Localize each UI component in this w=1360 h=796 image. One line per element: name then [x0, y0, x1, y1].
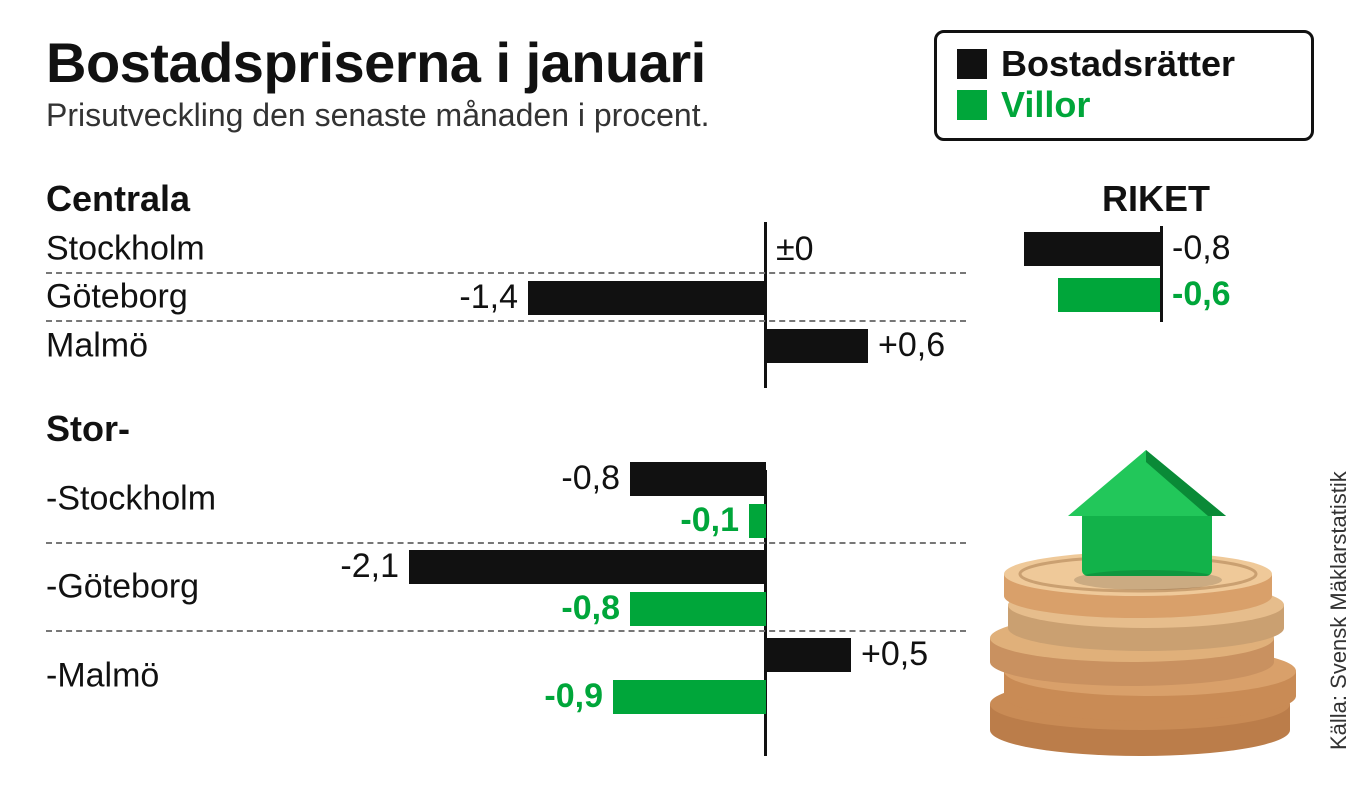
bar-value-label: -0,8	[561, 459, 620, 498]
row-bars: -1,4	[46, 274, 966, 320]
section-title: Centrala	[46, 178, 966, 220]
riket-value-label: -0,8	[1172, 229, 1231, 268]
chart-row: -Göteborg-2,1-0,8	[46, 544, 966, 632]
legend-label-bostadsratter: Bostadsrätter	[1001, 43, 1235, 84]
page-subtitle: Prisutveckling den senaste månaden i pro…	[46, 97, 710, 134]
row-bars: -2,1 -0,8	[46, 544, 966, 630]
chart-row: -Stockholm-0,8-0,1	[46, 456, 966, 544]
bar-value-label: +0,5	[861, 635, 928, 674]
riket-title: RIKET	[1000, 178, 1310, 220]
legend-swatch-bostadsratter	[957, 49, 987, 79]
bar-value-label: -2,1	[340, 547, 399, 586]
bar-chart: Centrala Stockholm±0Göteborg-1,4Malmö+0,6…	[46, 178, 966, 720]
header: Bostadspriserna i januari Prisutveckling…	[46, 30, 710, 134]
row-bars: ±0	[46, 226, 966, 272]
legend-item: Villor	[957, 84, 1287, 125]
bar-value-label: -0,8	[561, 589, 620, 628]
bar	[766, 329, 868, 363]
legend-box: Bostadsrätter Villor	[934, 30, 1314, 141]
bar	[630, 592, 766, 626]
bar	[766, 638, 851, 672]
bar-value-label: +0,6	[878, 326, 945, 365]
riket-bar	[1058, 278, 1160, 312]
bar	[528, 281, 766, 315]
bar-value-label: ±0	[776, 230, 814, 269]
legend-item: Bostadsrätter	[957, 43, 1287, 84]
chart-row: Malmö+0,6	[46, 322, 966, 370]
legend-swatch-villor	[957, 90, 987, 120]
chart-row: Stockholm±0	[46, 226, 966, 274]
row-bars: +0,6	[46, 322, 966, 370]
bar	[613, 680, 766, 714]
riket-bar	[1024, 232, 1160, 266]
bar	[409, 550, 766, 584]
riket-value-label: -0,6	[1172, 275, 1231, 314]
row-bars: +0,5 -0,9	[46, 632, 966, 720]
bar-value-label: -0,9	[544, 677, 603, 716]
riket-panel: RIKET -0,8 -0,6	[1000, 178, 1310, 324]
bar	[749, 504, 766, 538]
bar-value-label: -1,4	[459, 278, 518, 317]
page-title: Bostadspriserna i januari	[46, 30, 710, 95]
legend-label-villor: Villor	[1001, 84, 1090, 125]
bar	[630, 462, 766, 496]
row-bars: -0,8 -0,1	[46, 456, 966, 542]
section-title: Stor-	[46, 408, 966, 450]
chart-row: Göteborg-1,4	[46, 274, 966, 322]
house-icon	[1068, 450, 1226, 590]
house-on-coins-icon	[960, 400, 1320, 760]
source-credit: Källa: Svensk Mäklarstatistik	[1326, 430, 1352, 750]
bar-value-label: -0,1	[680, 501, 739, 540]
riket-bars: -0,8 -0,6	[1000, 228, 1310, 324]
chart-row: -Malmö+0,5-0,9	[46, 632, 966, 720]
riket-baseline	[1160, 226, 1163, 322]
